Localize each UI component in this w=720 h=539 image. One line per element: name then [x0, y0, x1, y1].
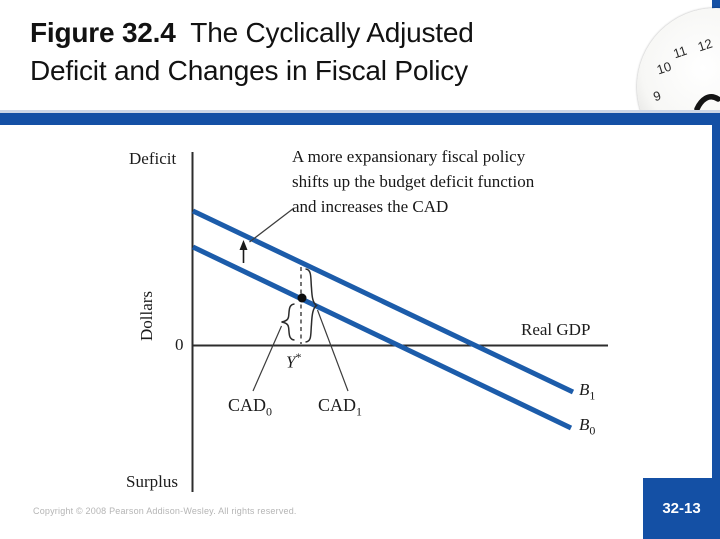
b1-sub: 1 [589, 388, 596, 403]
cad0-leader-line [252, 325, 283, 392]
y-axis-bottom-label: Surplus [126, 472, 178, 491]
shift-up-arrow-head [239, 240, 248, 250]
curve-b1 [191, 208, 575, 395]
figure-number: Figure 32.4 [30, 17, 176, 48]
right-accent-strip [712, 0, 720, 539]
b0-sub: 0 [589, 423, 596, 438]
slide-number: 32-13 [662, 500, 701, 517]
cad1-sub: 1 [356, 404, 363, 419]
annotation-line1: A more expansionary fiscal policy [292, 147, 526, 166]
curve-b0-label: B0 [579, 415, 595, 438]
equilibrium-dot [297, 293, 307, 303]
header-accent-bar [0, 110, 720, 125]
x-axis-label: Real GDP [521, 320, 591, 339]
curve-b0 [191, 244, 573, 431]
cad0-base: CAD [228, 395, 267, 415]
title-line1-rest: The Cyclically Adjusted [175, 17, 474, 48]
annotation-line3: and increases the CAD [292, 197, 449, 216]
annotation-line2: shifts up the budget deficit function [292, 172, 535, 191]
title-line2: Deficit and Changes in Fiscal Policy [30, 55, 468, 86]
y-axis-top-label: Deficit [129, 149, 177, 168]
annotation-text: A more expansionary fiscal policy shifts… [292, 144, 602, 219]
ystar-label: Y* [286, 350, 301, 373]
b1-base: B [579, 380, 590, 399]
origin-label: 0 [175, 335, 184, 354]
copyright-text: Copyright © 2008 Pearson Addison-Wesley.… [33, 506, 297, 516]
cad1-leader-line [316, 309, 349, 392]
ystar-sup: * [295, 350, 302, 364]
cad1-base: CAD [318, 395, 357, 415]
cad0-label: CAD0 [228, 395, 272, 420]
clock-hand [694, 94, 720, 112]
slide-number-badge: 32-13 [643, 478, 720, 539]
cad1-label: CAD1 [318, 395, 362, 420]
curve-b1-label: B1 [579, 380, 595, 403]
clock-image: 12 11 10 9 [630, 0, 720, 112]
cad1-brace [305, 268, 318, 343]
ystar-base: Y [286, 352, 296, 372]
slide-title: Figure 32.4 The Cyclically Adjusted Defic… [30, 14, 610, 90]
cad0-brace [281, 303, 295, 341]
b0-base: B [579, 415, 590, 434]
cad0-sub: 0 [266, 404, 273, 419]
annotation-leader-line [249, 207, 295, 243]
